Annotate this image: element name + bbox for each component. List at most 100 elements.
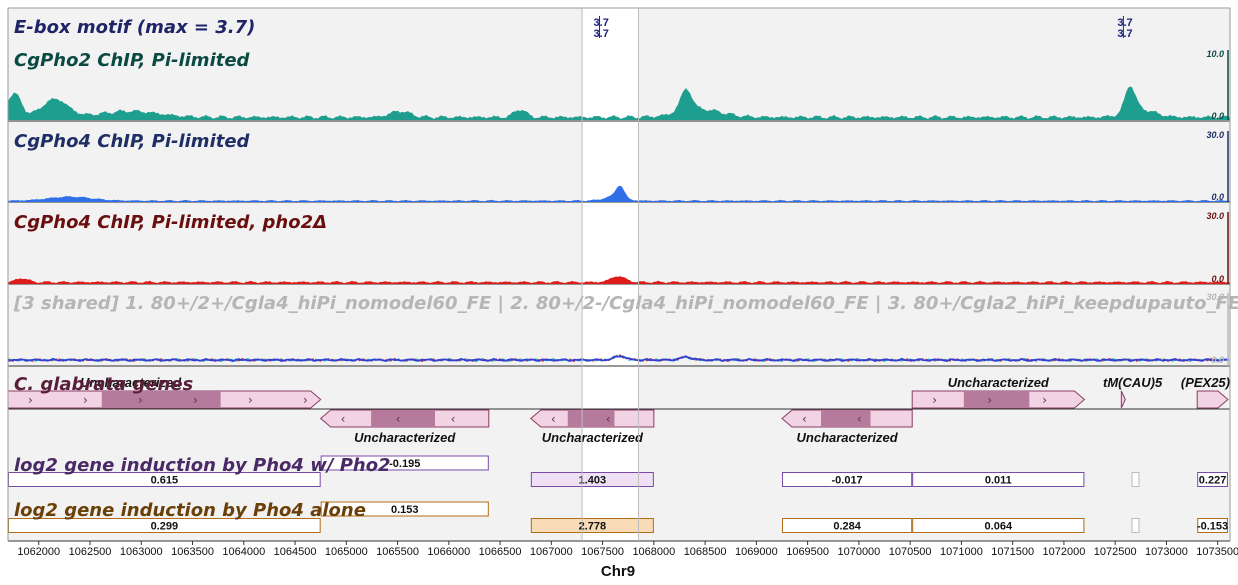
induction-value-box[interactable] [912,518,1085,533]
induction-alone-track-title: log2 gene induction by Pho4 alone [14,500,366,521]
gene-cds-block [371,410,436,427]
induction-value: 0.153 [391,504,419,516]
gene-label: Uncharacterized [542,430,644,445]
motif-score-label: 3.7 [594,17,609,29]
axis-tick-label: 1067000 [530,546,573,558]
induction-pho2-track-title: log2 gene induction by Pho4 w/ Pho2 [14,455,391,476]
shared-scale-max: 30.0 [1206,292,1224,302]
axis-tick-label: 1072500 [1094,546,1137,558]
axis-tick-label: 1063500 [171,546,214,558]
strand-chevron-icon: › [138,393,143,407]
strand-chevron-icon: › [28,393,33,407]
motif-hits: 3.73.73.73.7 [594,16,1133,40]
gene-label: tM(CAU)5 [1103,375,1163,390]
induction-value: 0.011 [985,475,1012,487]
strand-chevron-icon: › [83,393,88,407]
strand-chevron-icon: › [987,393,992,407]
shared-signal-line [7,355,1230,363]
gene-cds-block [101,391,221,408]
axis-tick-label: 1071500 [991,546,1034,558]
shared-scale-min: 0.0 [1211,355,1224,365]
gene-label: Uncharacterized [797,430,899,445]
gene-label: Uncharacterized [80,375,182,390]
induction-value: -0.153 [1197,521,1228,533]
pho4-scale-min: 0.0 [1211,192,1224,202]
pho2-coverage [8,86,1230,120]
strand-chevron-icon: › [193,393,198,407]
induction-value: 1.403 [579,475,607,487]
axis-tick-label: 1069500 [786,546,829,558]
strand-chevron-icon: › [248,393,253,407]
gene-cds-block [567,410,615,427]
gene-feature[interactable] [1196,390,1229,409]
motif-score-label: 3.7 [1117,28,1132,40]
gene-cds-block [963,391,1030,408]
induction-value: 2.778 [579,521,607,533]
induction-empty-box [1131,472,1140,487]
gene-label: (PEX25) [1181,375,1230,390]
axis-tick-label: 1063000 [120,546,163,558]
induction-value-box[interactable] [782,472,913,487]
strand-chevron-icon: ‹ [857,412,862,426]
axis-tick-label: 1073000 [1145,546,1188,558]
axis-tick-label: 1064000 [222,546,265,558]
axis-tick-label: 1066500 [479,546,522,558]
gene-label: Uncharacterized [354,430,456,445]
axis-tick-label: 1062000 [17,546,60,558]
induction-value: 0.299 [151,521,179,533]
strand-chevron-icon: › [303,393,308,407]
axis-tick-label: 1073500 [1196,546,1238,558]
pho2-scale-max: 10.0 [1206,49,1224,59]
induction-value-box[interactable] [782,518,913,533]
induction-value-box[interactable] [530,472,654,487]
strand-chevron-icon: ‹ [802,412,807,426]
pho4-pho2d-coverage [8,276,1230,284]
induction-empty-box [1131,518,1140,533]
strand-chevron-icon: › [932,393,937,407]
induction-value: 0.284 [833,521,861,533]
induction-value: -0.017 [831,475,862,487]
strand-chevron-icon: › [1042,393,1047,407]
axis-tick-label: 1064500 [274,546,317,558]
axis-tick-label: 1068000 [632,546,675,558]
gene-track: › › › › › › Uncharacterized ‹ ‹ ‹ Uncharacterized ‹… [7,375,1230,445]
induction-value: 0.227 [1199,475,1227,487]
induction-value-box[interactable] [530,518,654,533]
strand-chevron-icon: ‹ [551,412,556,426]
induction-value-box[interactable] [1197,518,1228,533]
chromosome-label: Chr9 [601,563,635,580]
axis-tick-label: 1066000 [427,546,470,558]
signal-tracks [7,50,1230,367]
pho2-scale-min: 0.0 [1211,111,1224,121]
gene-label: Uncharacterized [948,375,1050,390]
pho4-track-title: CgPho4 ChIP, Pi-limited [14,131,251,152]
highlight-region [582,8,639,541]
gene-feature[interactable] [1120,390,1126,409]
induction-value-box[interactable] [320,501,489,517]
strand-chevron-icon: ‹ [341,412,346,426]
axis-tick-label: 1070000 [837,546,880,558]
induction-tracks: 0.615 -0.195 1.403 -0.017 0.011 0.227 0.299 0.1… [8,455,1228,533]
axis-tick-label: 1068500 [684,546,727,558]
strand-chevron-icon: ‹ [451,412,456,426]
coordinate-axis: 1062000 1062500 1063000 1063500 1064000 10645… [7,7,1238,558]
induction-value: 0.615 [151,475,179,487]
axis-tick-label: 1069000 [735,546,778,558]
axis-tick-label: 1072000 [1043,546,1086,558]
motif-score-label: 3.7 [1117,17,1132,29]
induction-value-box[interactable] [320,455,489,471]
induction-value: 0.064 [985,521,1013,533]
induction-value-box[interactable] [912,472,1085,487]
strand-chevron-icon: ‹ [606,412,611,426]
pho4-pho2d-scale-max: 30.0 [1206,211,1224,221]
induction-value-box[interactable] [1197,472,1228,487]
genes-track-title: C. glabrata genes [14,374,194,395]
strand-chevron-icon: ‹ [396,412,401,426]
gene-cds-block [821,410,871,427]
pho4-coverage [8,185,1230,202]
pho4-pho2d-track-title: CgPho4 ChIP, Pi-limited, pho2Δ [14,212,327,233]
motif-score-label: 3.7 [594,28,609,40]
motif-track-title: E-box motif (max = 3.7) [14,17,255,38]
